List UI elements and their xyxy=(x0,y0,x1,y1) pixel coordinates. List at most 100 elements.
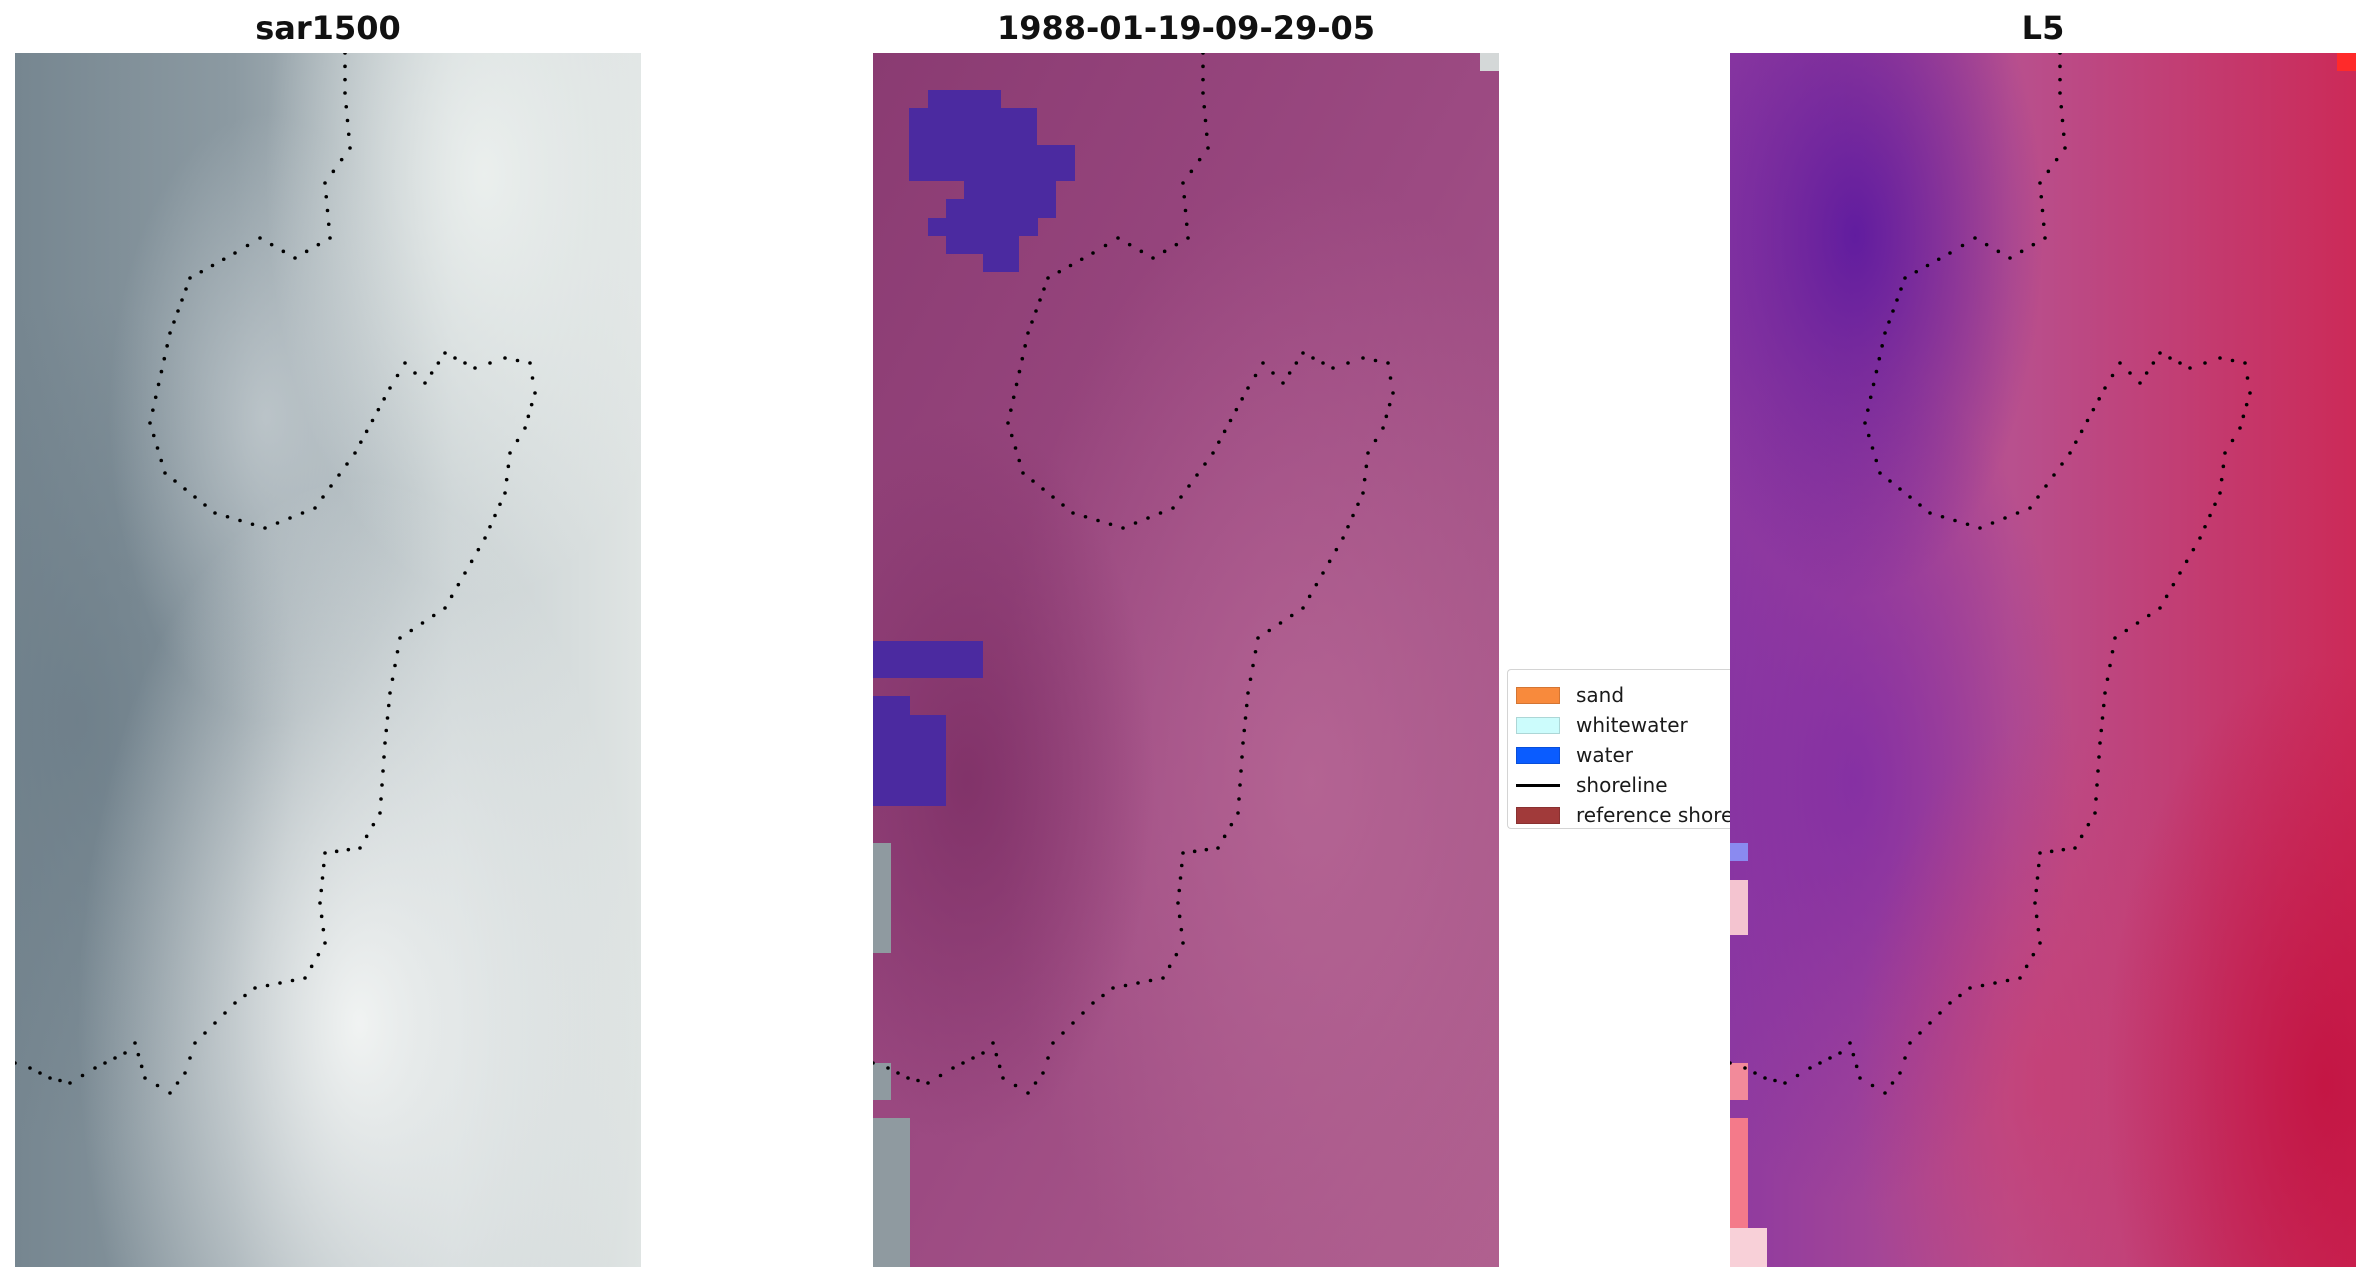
shoreline-dot xyxy=(1783,1081,1787,1085)
shoreline-dot xyxy=(2100,716,2105,720)
shoreline-dot xyxy=(1895,298,1899,302)
shoreline-dot xyxy=(1071,511,1075,515)
shoreline-dot xyxy=(1079,257,1084,262)
shoreline-dot xyxy=(103,1061,107,1065)
rgb-image xyxy=(15,53,641,1267)
shoreline-dot xyxy=(1127,242,1132,247)
shoreline-dot xyxy=(175,1081,180,1085)
water-overlay xyxy=(873,90,1075,806)
shoreline-dot xyxy=(1978,526,1982,530)
shoreline-dot xyxy=(398,636,402,640)
shoreline-dot xyxy=(1868,395,1873,400)
shoreline-dot xyxy=(2058,64,2062,69)
shoreline-dot xyxy=(2230,358,2235,363)
shoreline-dot xyxy=(1201,77,1205,82)
shoreline-dot xyxy=(1017,458,1022,463)
shoreline-dot xyxy=(168,1091,172,1095)
shoreline-dot xyxy=(382,755,386,759)
shoreline-dot xyxy=(313,506,317,510)
shoreline-dot xyxy=(364,429,369,434)
shoreline-dot xyxy=(321,863,326,868)
shoreline-dot xyxy=(393,663,397,668)
shoreline-dot xyxy=(2033,901,2037,905)
shoreline-dot xyxy=(1111,986,1115,990)
shoreline-dot xyxy=(1186,236,1190,240)
shoreline-dot xyxy=(1763,1076,1767,1080)
shoreline-dot xyxy=(385,716,390,720)
shoreline-dot xyxy=(1883,331,1887,335)
shoreline-dot xyxy=(951,1066,955,1070)
shoreline-dot xyxy=(203,503,207,507)
shoreline-dot xyxy=(159,458,164,463)
shoreline-dot xyxy=(304,249,309,254)
shoreline-dot xyxy=(1281,381,1285,385)
shoreline-dot xyxy=(2068,451,2072,455)
shoreline-dot xyxy=(250,522,255,527)
shoreline-dot xyxy=(515,438,520,443)
shoreline-dot xyxy=(2035,876,2040,880)
shoreline-dot xyxy=(1011,395,1016,400)
shoreline-dot xyxy=(1366,451,1370,455)
shoreline-dot xyxy=(358,846,362,850)
shoreline-dot xyxy=(2128,371,2132,375)
shoreline-dot xyxy=(1081,1011,1085,1015)
shoreline-dot xyxy=(1148,978,1153,983)
shoreline-dot xyxy=(1248,677,1253,682)
shoreline-dot xyxy=(2099,728,2104,733)
shoreline-dot xyxy=(233,251,237,255)
shoreline-dot xyxy=(423,381,427,385)
shoreline-dot xyxy=(1251,663,1255,668)
shoreline-dot xyxy=(386,703,391,708)
shoreline-dot xyxy=(329,484,333,488)
shoreline-dot xyxy=(463,361,467,365)
shoreline-dot xyxy=(2097,397,2101,401)
shoreline-dot xyxy=(2158,351,2162,355)
shoreline-dot xyxy=(529,402,534,407)
shoreline-dot xyxy=(1181,851,1185,855)
shoreline-dot xyxy=(1179,927,1184,932)
shoreline-dot xyxy=(123,1051,127,1055)
reference-shoreline-swatch xyxy=(1516,806,1560,824)
shoreline-dot xyxy=(321,927,326,932)
shoreline-dot xyxy=(1730,1061,1732,1065)
shoreline-dot xyxy=(1239,769,1243,773)
shoreline-dot xyxy=(193,1041,197,1045)
shoreline-dot xyxy=(323,851,327,855)
shoreline-dot xyxy=(1391,391,1395,395)
shoreline-dot xyxy=(1351,513,1355,518)
shoreline-dot xyxy=(1068,263,1073,268)
shoreline-dot xyxy=(1384,414,1389,419)
shoreline-dot xyxy=(2135,621,2140,625)
shoreline-dot xyxy=(1201,53,1205,55)
shoreline-dot xyxy=(2094,797,2098,801)
legend-label: water xyxy=(1576,743,1633,767)
shoreline-dot xyxy=(2103,691,2107,695)
shoreline-dot xyxy=(1236,811,1240,815)
shoreline-dot xyxy=(1228,418,1233,423)
shoreline-dot xyxy=(1181,941,1185,945)
shoreline-dot xyxy=(2241,414,2246,419)
shoreline-dot xyxy=(1891,309,1895,313)
shoreline-dot xyxy=(1918,503,1922,507)
shoreline-dot xyxy=(303,976,307,980)
shoreline-dot xyxy=(319,888,324,893)
shoreline-dot xyxy=(1202,104,1207,109)
shoreline-dot xyxy=(1238,783,1242,787)
shoreline-dot xyxy=(1866,408,1870,412)
shoreline-dot xyxy=(2038,941,2042,945)
shoreline-dot xyxy=(1878,471,1882,475)
shoreline-dot xyxy=(1993,981,1997,985)
shoreline-dot xyxy=(1361,356,1365,360)
shoreline-dot xyxy=(1327,559,1332,564)
shoreline-dot xyxy=(323,181,327,185)
legend: sand whitewater water shoreline referenc… xyxy=(1507,669,1730,829)
shoreline-dot xyxy=(1387,402,1392,407)
shoreline-dot xyxy=(2036,927,2041,932)
shoreline-dot xyxy=(981,1051,985,1055)
shoreline-dot xyxy=(1123,983,1128,988)
shoreline-dot xyxy=(506,464,511,469)
shoreline-dot xyxy=(2038,851,2042,855)
shoreline-dot xyxy=(180,298,184,302)
shoreline-dot xyxy=(183,1071,187,1075)
shoreline-dot xyxy=(151,433,156,438)
